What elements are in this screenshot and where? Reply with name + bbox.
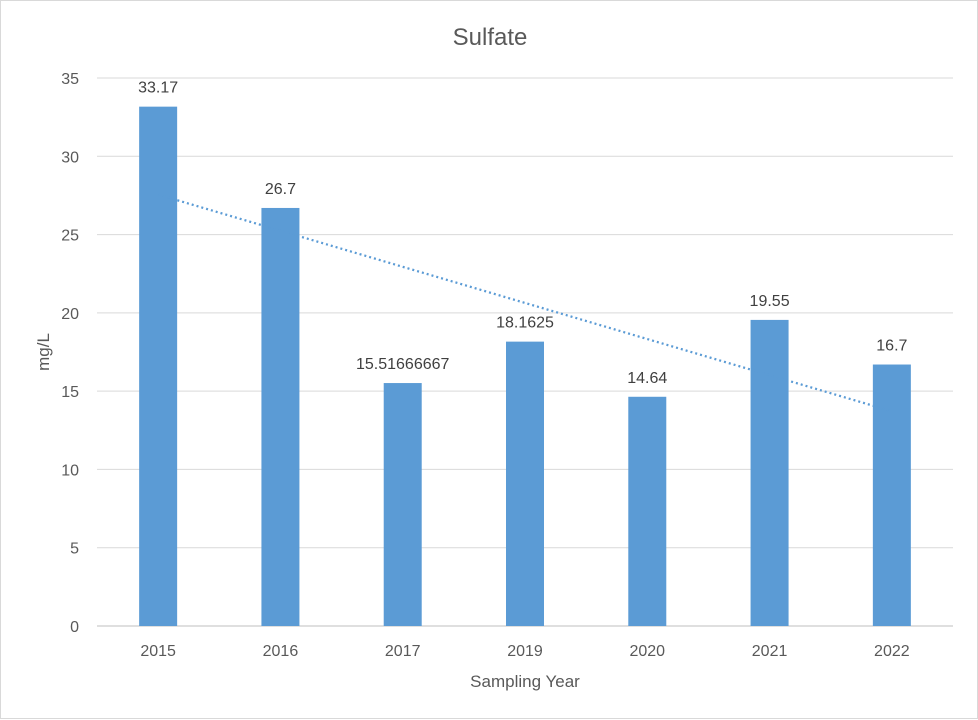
y-tick-label: 20 bbox=[61, 306, 79, 323]
y-tick-label: 5 bbox=[70, 541, 79, 558]
x-tick-label: 2021 bbox=[752, 643, 788, 660]
x-tick-label: 2016 bbox=[263, 643, 299, 660]
data-label-2021: 19.55 bbox=[750, 293, 790, 310]
bar-2017 bbox=[383, 383, 422, 626]
y-tick-label: 30 bbox=[61, 149, 79, 166]
y-tick-label: 15 bbox=[61, 384, 79, 401]
x-tick-label: 2015 bbox=[140, 643, 176, 660]
data-label-2022: 16.7 bbox=[876, 338, 907, 355]
bar-2020 bbox=[628, 396, 667, 626]
y-axis-ticks: 0 5 10 15 20 25 30 35 bbox=[61, 71, 79, 636]
data-label-2015: 33.17 bbox=[138, 80, 178, 97]
y-tick-label: 35 bbox=[61, 71, 79, 88]
x-tick-label: 2019 bbox=[507, 643, 543, 660]
y-tick-label: 10 bbox=[61, 462, 79, 479]
data-label-2019: 18.1625 bbox=[496, 315, 554, 332]
bar-2015 bbox=[139, 106, 178, 626]
y-tick-label: 25 bbox=[61, 228, 79, 245]
bar-2021 bbox=[750, 319, 789, 626]
y-axis-title: mg/L bbox=[34, 333, 53, 371]
x-axis-title: Sampling Year bbox=[470, 672, 580, 691]
bar-2019 bbox=[506, 341, 544, 626]
x-tick-label: 2017 bbox=[385, 643, 421, 660]
x-tick-label: 2022 bbox=[874, 643, 910, 660]
y-tick-label: 0 bbox=[70, 619, 79, 636]
bars bbox=[139, 106, 911, 626]
bar-2022 bbox=[872, 364, 911, 626]
bar-2016 bbox=[261, 207, 300, 626]
data-labels: 33.17 26.7 15.51666667 18.1625 14.64 19.55 16.… bbox=[138, 80, 907, 387]
x-tick-label: 2020 bbox=[629, 643, 665, 660]
chart-title: Sulfate bbox=[453, 24, 528, 51]
data-label-2020: 14.64 bbox=[627, 370, 667, 387]
x-axis-ticks: 2015 2016 2017 2019 2020 2021 2022 bbox=[140, 643, 909, 660]
data-label-2016: 26.7 bbox=[265, 181, 296, 198]
data-label-2017: 15.51666667 bbox=[356, 356, 450, 373]
